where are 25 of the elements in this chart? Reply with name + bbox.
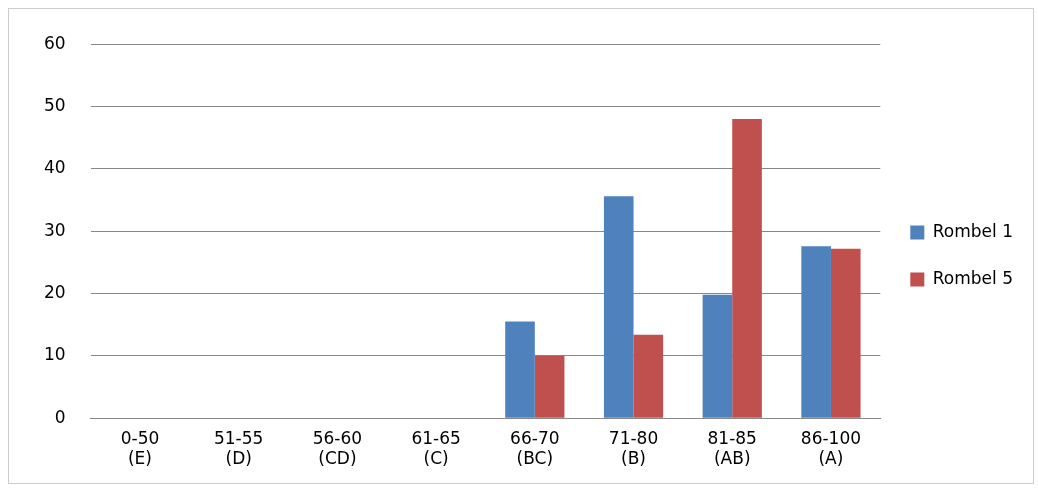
bar: [702, 294, 733, 418]
y-tick-label: 60: [43, 32, 66, 53]
y-tick-label: 10: [43, 344, 66, 365]
bar: [505, 321, 535, 418]
x-tick-label: 51-55 (D): [213, 427, 264, 469]
x-tick-label: 56-60 (CD): [312, 427, 363, 469]
bar: [732, 119, 762, 418]
bar: [830, 248, 861, 418]
legend-label: Rombel 1: [932, 220, 1013, 241]
y-tick-label: 40: [43, 157, 66, 178]
legend-label: Rombel 5: [932, 267, 1013, 288]
bar: [603, 196, 634, 418]
x-tick-label: 61-65 (C): [411, 427, 461, 469]
y-tick-label: 20: [43, 281, 66, 302]
y-tick-label: 0: [54, 406, 66, 427]
x-tick-label: 66-70 (BC): [510, 427, 560, 469]
x-tick-label: 86-100 (A): [800, 427, 862, 469]
y-tick-label: 50: [43, 94, 66, 115]
x-tick-label: 71-80 (B): [608, 427, 659, 469]
x-tick-label: 81-85 (AB): [707, 427, 757, 469]
x-tick-label: 0-50 (E): [120, 427, 160, 469]
bar: [801, 246, 831, 418]
bar: [534, 355, 565, 418]
y-tick-label: 30: [43, 219, 66, 240]
bar: [633, 334, 664, 418]
